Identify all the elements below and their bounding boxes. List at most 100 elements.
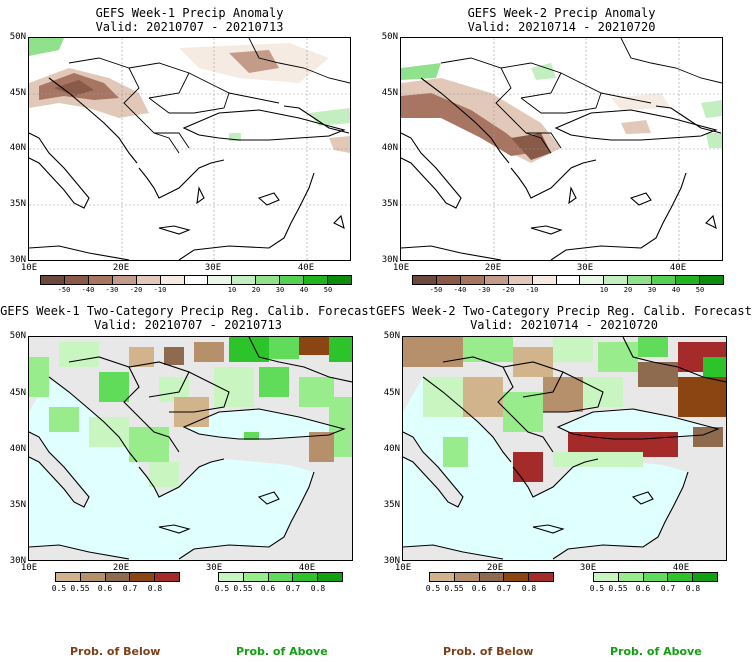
colorbar-swatch — [413, 276, 437, 284]
colorbar-swatch — [136, 276, 161, 284]
panel2-lat-label: 35N — [381, 199, 398, 209]
colorbar-swatch — [304, 276, 329, 284]
panel1-title-line2: Valid: 20210707 - 20210713 — [95, 20, 284, 34]
colorbar-swatch — [436, 276, 461, 284]
panel3-lat-label: 45N — [9, 388, 26, 398]
panel1-anomaly-map — [28, 37, 351, 261]
colorbar-tick-label: -20 — [501, 286, 515, 294]
panel1-title: GEFS Week-1 Precip Anomaly Valid: 202107… — [28, 6, 351, 34]
colorbar-tick-label: 0.5 — [51, 584, 67, 593]
colorbar-swatch — [155, 573, 179, 581]
colorbar-swatch — [232, 276, 257, 284]
colorbar-swatch — [208, 276, 233, 284]
colorbar-tick-label: 10 — [227, 286, 237, 294]
colorbar-swatch — [556, 276, 581, 284]
panel4-title-line2: Valid: 20210714 - 20210720 — [470, 318, 658, 332]
panel1-map-svg — [29, 38, 350, 260]
panel2-lon-label: 10E — [392, 263, 410, 273]
colorbar-swatch — [112, 276, 137, 284]
panel3-probability-map — [28, 336, 353, 561]
colorbar-tick-label: 0.6 — [260, 584, 276, 593]
colorbar-tick-label: 0.55 — [444, 584, 464, 593]
panel4-prob-above-caption: Prob. of Above — [610, 645, 702, 658]
colorbar-swatch — [243, 573, 269, 581]
panel3-lon-label: 30E — [205, 563, 223, 573]
colorbar-swatch — [280, 276, 305, 284]
panel1-gridlines — [29, 38, 350, 260]
panel2-anomaly-map — [400, 37, 723, 261]
colorbar-swatch — [618, 573, 644, 581]
colorbar-tick-label: -50 — [57, 286, 71, 294]
colorbar-tick-label: -50 — [429, 286, 443, 294]
panel4-lat-label: 30N — [383, 556, 400, 566]
panel2-lat-label: 45N — [381, 88, 398, 98]
colorbar-swatch — [293, 573, 319, 581]
colorbar-swatch — [105, 573, 131, 581]
panel4-lon-label: 20E — [486, 563, 504, 573]
panel3-lon-label: 20E — [112, 563, 130, 573]
colorbar-swatch — [529, 573, 553, 581]
panel1-lat-label: 35N — [9, 199, 26, 209]
colorbar-tick-label: 50 — [323, 286, 333, 294]
colorbar-swatch — [504, 573, 530, 581]
colorbar-tick-label: -40 — [453, 286, 467, 294]
panel3-title-line1: GEFS Week-1 Two-Category Precip Reg. Cal… — [0, 304, 376, 318]
colorbar-swatch — [130, 573, 156, 581]
colorbar-swatch — [532, 276, 557, 284]
colorbar-swatch — [318, 573, 342, 581]
panel3-prob-above-caption: Prob. of Above — [236, 645, 328, 658]
panel3-prob-below-colorbar — [55, 572, 180, 582]
colorbar-tick-label: -30 — [477, 286, 491, 294]
panel1-borders — [68, 38, 350, 154]
panel1-anomaly-colorbar — [40, 275, 352, 285]
colorbar-swatch — [430, 573, 455, 581]
colorbar-tick-label: 0.8 — [310, 584, 326, 593]
colorbar-swatch — [693, 573, 717, 581]
panel1-lat-label: 40N — [9, 143, 26, 153]
colorbar-tick-label: 20 — [623, 286, 633, 294]
panel3-lon-label: 10E — [20, 563, 38, 573]
colorbar-tick-label: 0.7 — [660, 584, 676, 593]
panel1-coastlines — [29, 77, 350, 260]
colorbar-tick-label: -40 — [81, 286, 95, 294]
panel4-prob-above-colorbar — [593, 572, 718, 582]
panel3-prob-below-caption: Prob. of Below — [70, 645, 161, 658]
panel3-lat-label: 30N — [9, 556, 26, 566]
colorbar-swatch — [652, 276, 677, 284]
panel4-prob-below-colorbar — [429, 572, 554, 582]
colorbar-swatch — [643, 573, 669, 581]
panel2-anomaly-colorbar — [412, 275, 724, 285]
colorbar-tick-label: 0.8 — [521, 584, 537, 593]
colorbar-swatch — [219, 573, 244, 581]
colorbar-tick-label: 0.5 — [425, 584, 441, 593]
panel2-lon-label: 30E — [576, 263, 594, 273]
panel4-map-svg — [403, 337, 726, 560]
colorbar-swatch — [604, 276, 629, 284]
panel3-title: GEFS Week-1 Two-Category Precip Reg. Cal… — [0, 304, 376, 332]
panel4-lat-label: 50N — [383, 331, 400, 341]
colorbar-tick-label: 0.7 — [122, 584, 138, 593]
colorbar-tick-label: 0.6 — [97, 584, 113, 593]
panel2-lat-label: 30N — [381, 255, 398, 265]
panel1-lat-label: 30N — [9, 255, 26, 265]
colorbar-swatch — [80, 573, 106, 581]
panel4-prob-below-caption: Prob. of Below — [443, 645, 534, 658]
colorbar-swatch — [88, 276, 113, 284]
colorbar-swatch — [268, 573, 294, 581]
panel4-probability-map — [402, 336, 727, 561]
colorbar-tick-label: 40 — [299, 286, 309, 294]
panel1-lon-label: 30E — [204, 263, 222, 273]
colorbar-tick-label: 40 — [671, 286, 681, 294]
panel4-lat-label: 45N — [383, 388, 400, 398]
panel2-title-line1: GEFS Week-2 Precip Anomaly — [467, 6, 656, 20]
panel3-prob-above-colorbar — [218, 572, 343, 582]
panel3-prob-cells — [29, 337, 352, 487]
colorbar-tick-label: -30 — [105, 286, 119, 294]
panel4-lon-label: 40E — [672, 563, 690, 573]
colorbar-swatch — [484, 276, 509, 284]
colorbar-tick-label: 30 — [275, 286, 285, 294]
panel3-map-svg — [29, 337, 352, 560]
colorbar-tick-label: 0.6 — [635, 584, 651, 593]
panel3-lat-label: 50N — [9, 331, 26, 341]
colorbar-swatch — [256, 276, 281, 284]
